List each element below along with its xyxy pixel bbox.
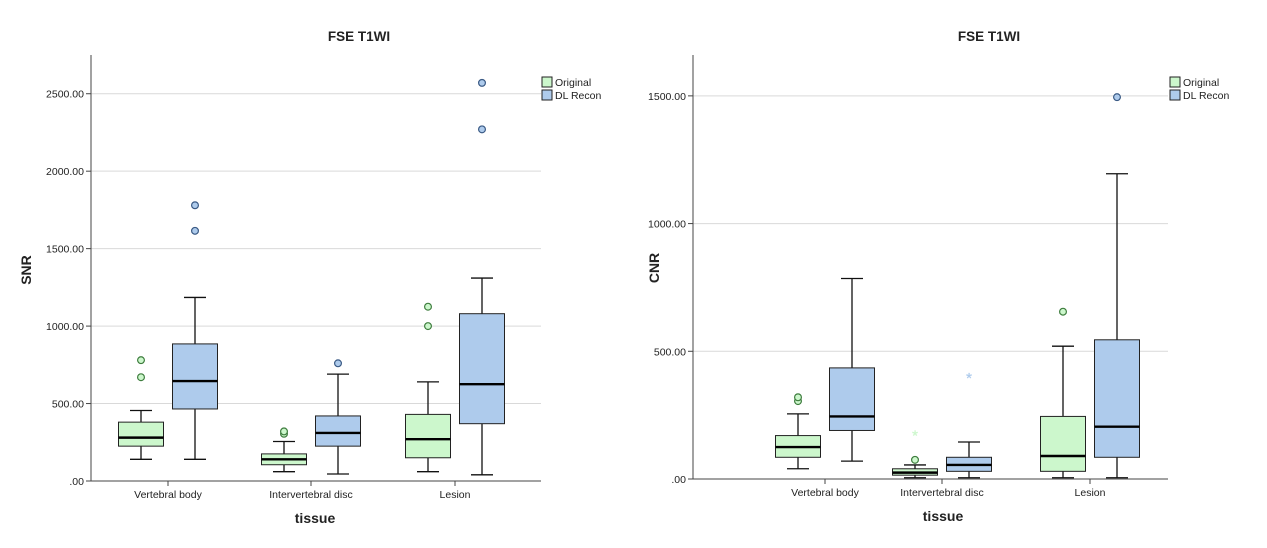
box-dl-recon bbox=[315, 359, 361, 475]
box-dl-recon bbox=[459, 78, 505, 476]
outlier-point bbox=[424, 302, 433, 311]
y-tick-label: 500.00 bbox=[654, 346, 686, 358]
extreme-point: * bbox=[966, 370, 972, 387]
iqr-box bbox=[172, 343, 218, 410]
x-tick-label: Lesion bbox=[1075, 487, 1106, 499]
outlier-point bbox=[280, 427, 289, 436]
x-axis-title: tissue bbox=[923, 508, 964, 524]
outlier-point bbox=[334, 359, 343, 368]
box-original bbox=[775, 393, 821, 470]
outlier-point bbox=[191, 201, 200, 210]
box-dl-recon bbox=[829, 277, 875, 462]
iqr-box bbox=[459, 313, 505, 425]
y-axis-title: SNR bbox=[18, 255, 34, 285]
iqr-box bbox=[315, 415, 361, 447]
y-tick-label: .00 bbox=[671, 474, 686, 486]
legend-swatch bbox=[541, 76, 553, 88]
outlier-point bbox=[1112, 93, 1121, 102]
extreme-point: * bbox=[912, 428, 918, 445]
legend-swatch bbox=[1169, 89, 1181, 101]
box-original bbox=[405, 302, 451, 473]
iqr-box bbox=[1094, 339, 1140, 458]
iqr-box bbox=[118, 421, 164, 447]
y-tick-label: 1000.00 bbox=[648, 219, 686, 231]
box-original bbox=[118, 356, 164, 460]
y-tick-label: 1500.00 bbox=[46, 244, 84, 256]
x-tick-label: Lesion bbox=[440, 489, 471, 501]
box-dl-recon: * bbox=[946, 370, 992, 479]
outlier-point bbox=[793, 393, 802, 402]
legend-label: DL Recon bbox=[555, 90, 601, 102]
chart-title: FSE T1WI bbox=[328, 29, 390, 44]
box-original bbox=[1040, 307, 1086, 479]
iqr-box bbox=[1040, 415, 1086, 472]
x-tick-label: Intervertebral disc bbox=[269, 489, 352, 501]
outlier-point bbox=[478, 78, 487, 87]
y-axis-title: CNR bbox=[646, 253, 662, 283]
y-tick-label: 2000.00 bbox=[46, 166, 84, 178]
outlier-point bbox=[478, 125, 487, 134]
iqr-box bbox=[405, 413, 451, 459]
x-tick-label: Intervertebral disc bbox=[900, 487, 983, 499]
outlier-point bbox=[1058, 307, 1067, 316]
legend-label: Original bbox=[555, 77, 591, 89]
legend-label: Original bbox=[1183, 77, 1219, 89]
box-dl-recon bbox=[1094, 93, 1140, 479]
x-axis-title: tissue bbox=[295, 510, 336, 526]
y-tick-label: 1500.00 bbox=[648, 91, 686, 103]
legend-swatch bbox=[1169, 76, 1181, 88]
legend-label: DL Recon bbox=[1183, 90, 1229, 102]
legend-swatch bbox=[541, 89, 553, 101]
y-tick-label: 2500.00 bbox=[46, 89, 84, 101]
outlier-point bbox=[424, 322, 433, 331]
chart-2: .00 500.00 1000.00 1500.00 Vertebral body Int… bbox=[646, 29, 1229, 524]
box-dl-recon bbox=[172, 201, 218, 460]
chart-title: FSE T1WI bbox=[958, 29, 1020, 44]
outlier-point bbox=[191, 226, 200, 235]
outlier-point bbox=[910, 455, 919, 464]
iqr-box bbox=[829, 367, 875, 431]
chart-1: .00 500.00 1000.00 1500.00 2000.00 2500.00 Ver… bbox=[18, 29, 601, 526]
x-tick-label: Vertebral body bbox=[791, 487, 859, 499]
outlier-point bbox=[137, 373, 146, 382]
box-original: * bbox=[892, 427, 938, 479]
outlier-point bbox=[137, 356, 146, 365]
y-tick-label: .00 bbox=[69, 476, 84, 488]
x-tick-label: Vertebral body bbox=[134, 489, 202, 501]
box-original bbox=[261, 427, 307, 473]
y-tick-label: 1000.00 bbox=[46, 321, 84, 333]
y-tick-label: 500.00 bbox=[52, 399, 84, 411]
